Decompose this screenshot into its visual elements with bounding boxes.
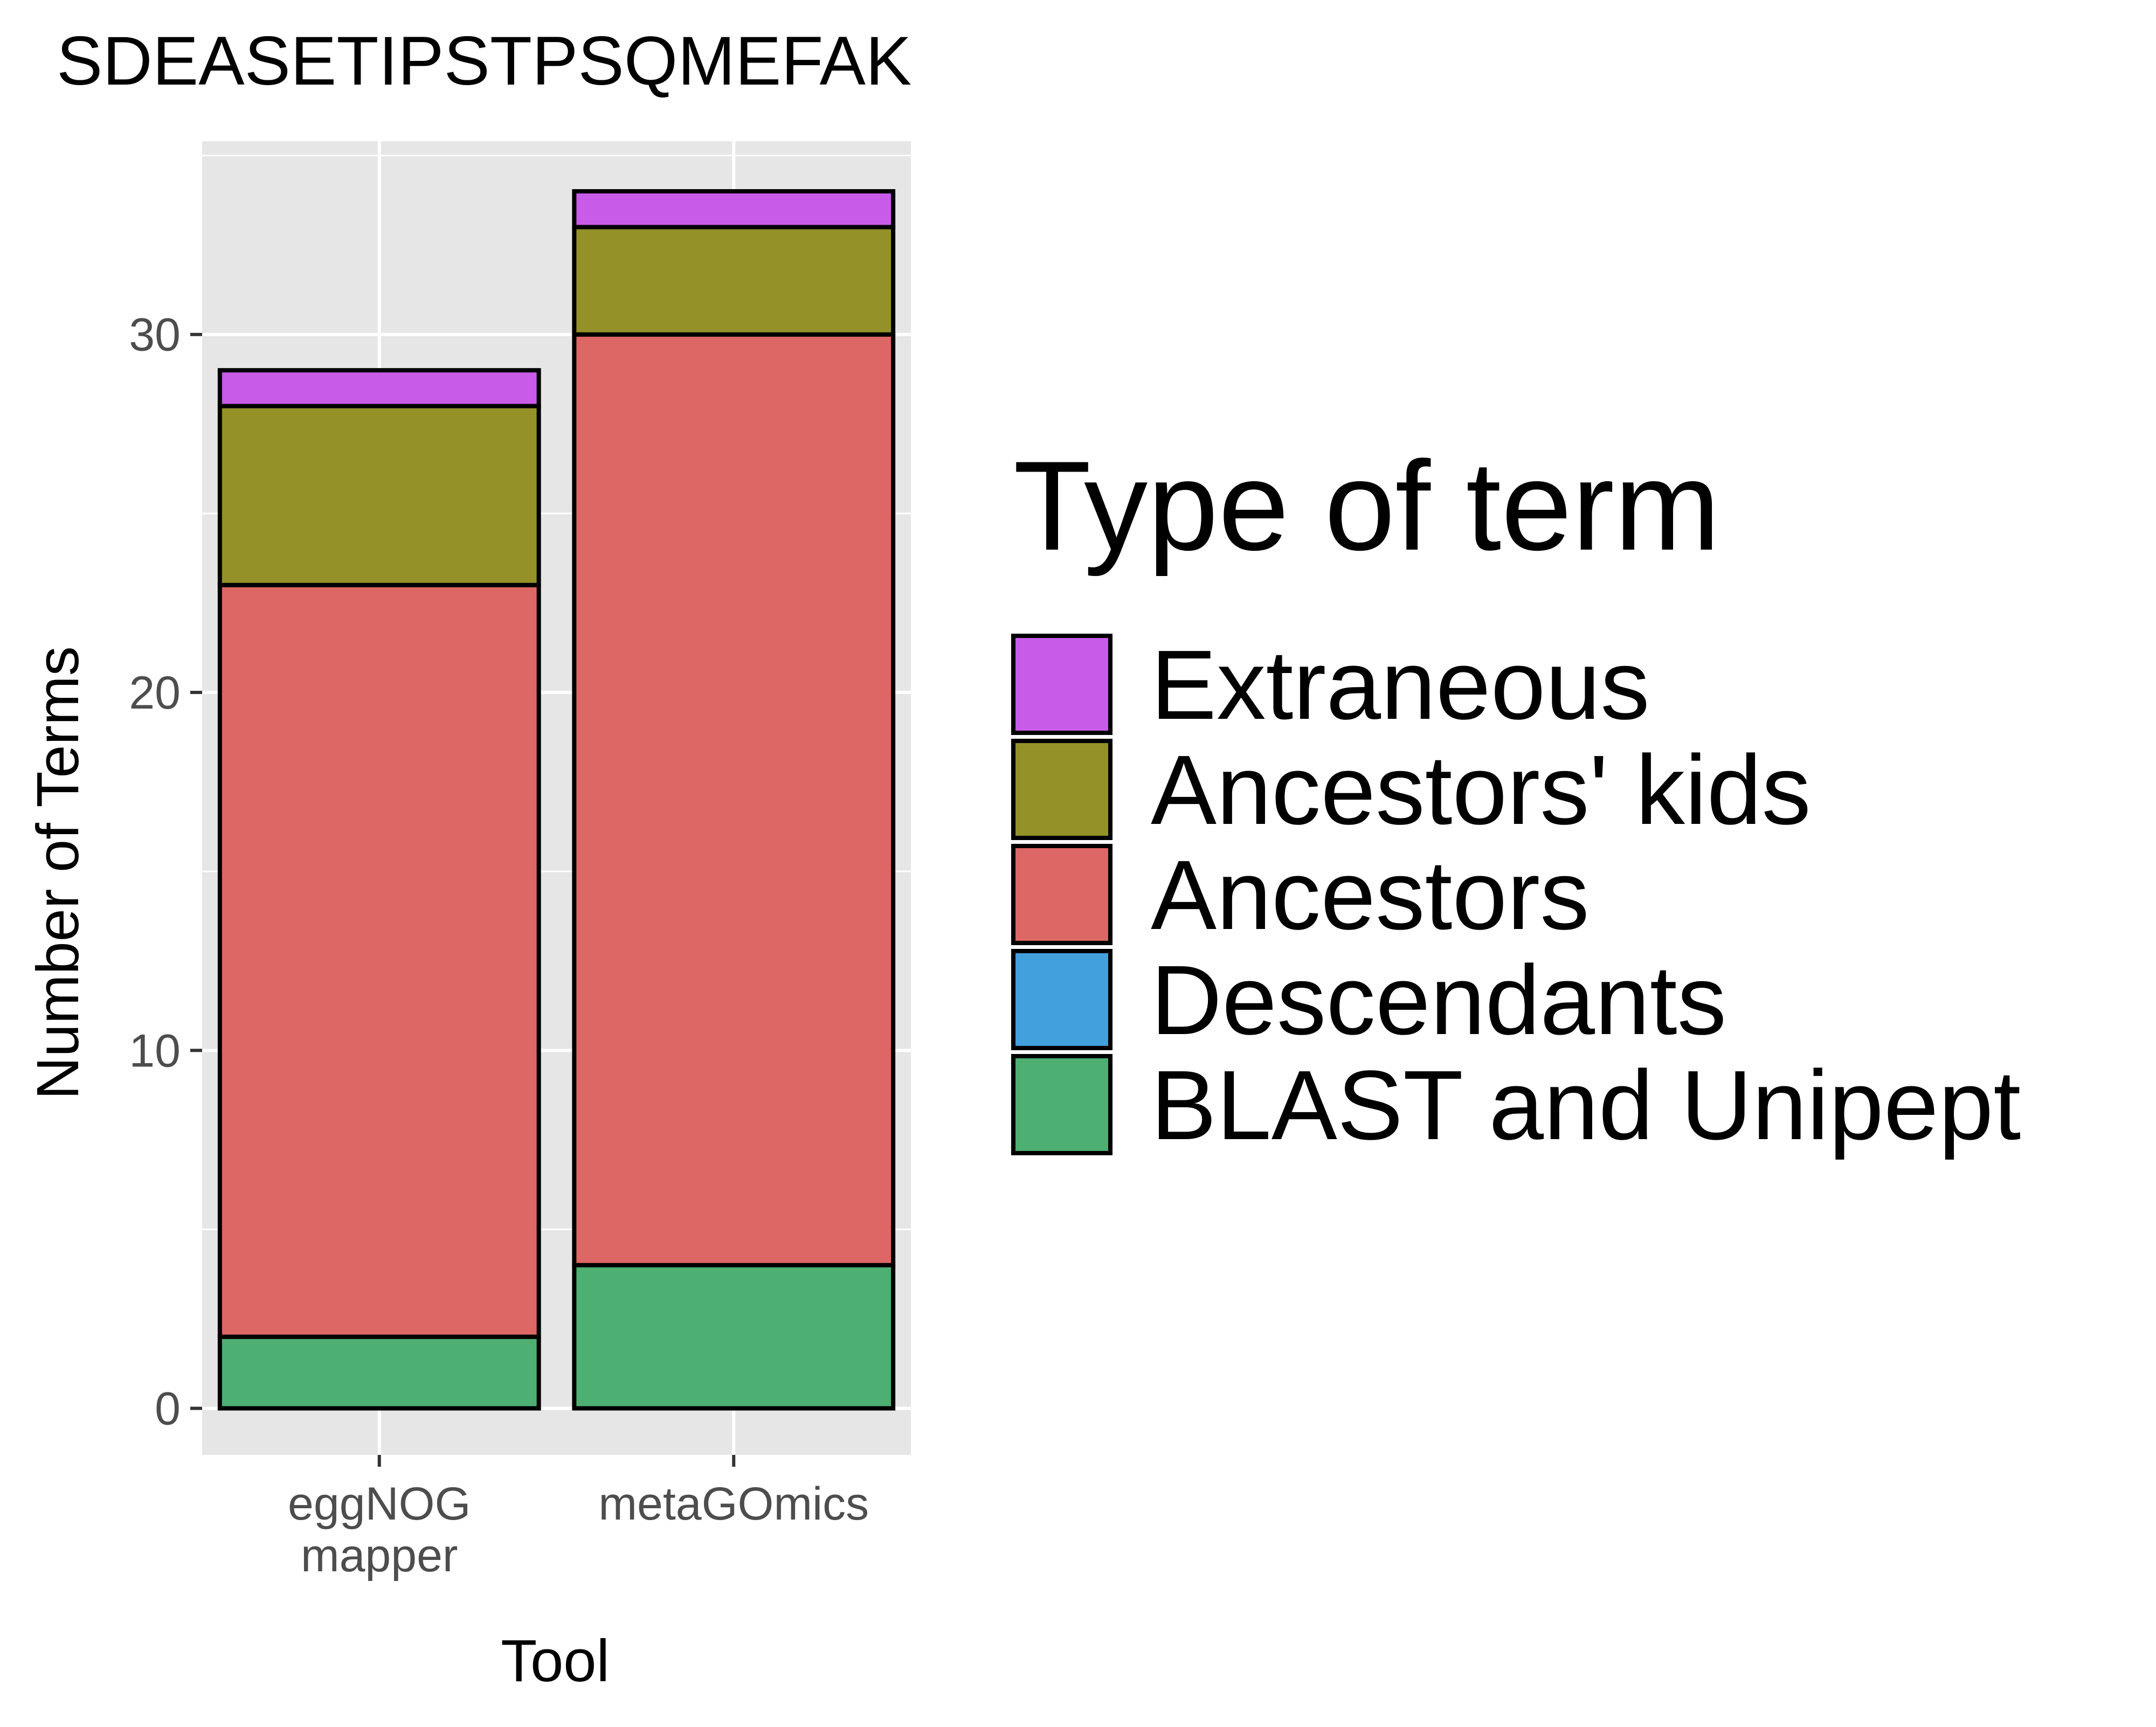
y-tick-label: 10 [129, 1025, 181, 1077]
legend-label: BLAST and Unipept [1151, 1050, 2021, 1160]
bar-segment [217, 1334, 541, 1411]
bar-segment [572, 1263, 896, 1411]
legend-key [1011, 634, 1112, 735]
x-tick-label: eggNOG [288, 1478, 471, 1530]
plot-area [202, 141, 911, 1455]
bar-segment [217, 368, 541, 408]
legend-title: Type of term [1013, 435, 1720, 577]
y-tick-label: 30 [129, 309, 181, 361]
bar-segment [572, 225, 896, 337]
legend-key [1011, 739, 1112, 840]
legend-key [1011, 949, 1112, 1050]
chart-title: SDEASETIPSTPSQMEFAK [57, 23, 911, 100]
bar-segment [572, 189, 896, 230]
x-axis-title: Tool [501, 1628, 610, 1694]
y-axis-title: Number of Terms [25, 646, 91, 1100]
y-tick-label: 20 [129, 667, 181, 719]
bar-segment [572, 332, 896, 1267]
legend-label: Descendants [1151, 945, 1726, 1055]
legend-label: Ancestors' kids [1151, 734, 1811, 845]
x-tick-label: metaGOmics [598, 1478, 869, 1530]
x-tick-label: mapper [301, 1530, 458, 1582]
bar-segment [217, 404, 541, 587]
legend-label: Extraneous [1151, 629, 1650, 740]
bar-segment [217, 582, 541, 1339]
y-tick-label: 0 [155, 1383, 181, 1435]
legend-key [1011, 844, 1112, 945]
legend-key [1011, 1054, 1112, 1155]
legend-label: Ancestors [1151, 840, 1590, 950]
